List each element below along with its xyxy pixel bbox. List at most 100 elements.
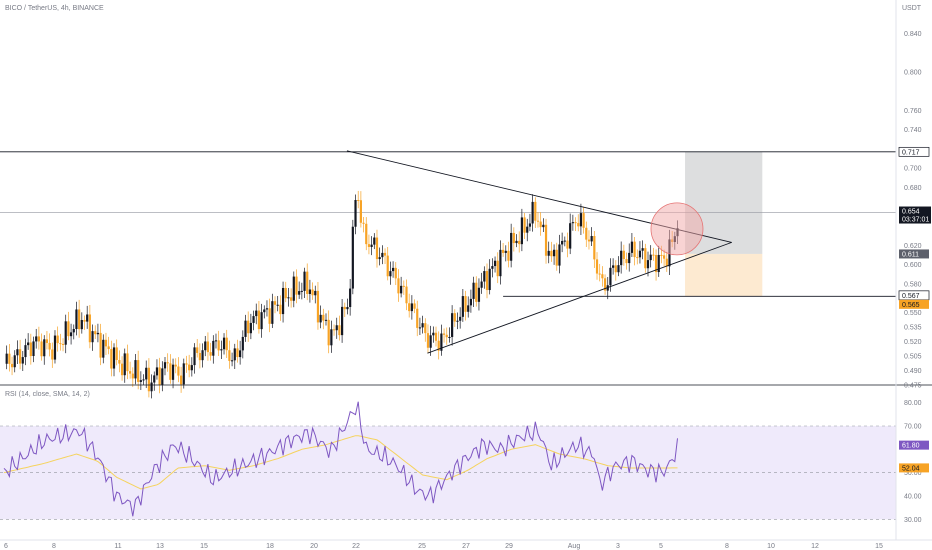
candle-body [212,340,215,356]
rsi-tick-label: 50.00 [904,470,922,477]
candle-body [459,316,462,321]
chart-title: BICO / TetherUS, 4h, BINANCE [5,5,104,12]
trendlines [346,150,732,354]
candle-body [268,308,271,324]
candle-body [381,252,384,258]
candle-body [335,325,338,331]
candle-body [496,260,499,277]
time-tick-label: 20 [310,543,318,550]
candle-body [295,276,298,295]
candle-body [209,352,212,356]
price-tick-label: 0.505 [904,354,922,361]
price-tick-label: 0.680 [904,185,922,192]
candle-body [43,339,46,357]
time-tick-label: 10 [767,543,775,550]
candle-body [429,335,432,348]
candle-body [378,257,381,260]
time-tick-label: 8 [52,543,56,550]
candle-body [646,260,650,269]
candle-body [547,250,550,256]
price-tick-label: 0.475 [904,382,922,389]
candle-body [614,265,617,273]
support-tag: 0.567 [902,293,920,300]
candle-body [526,226,529,233]
candle-body [485,271,489,291]
candle-body [442,333,446,335]
candle-body [555,249,558,266]
candle-body [115,347,118,361]
price-tick-label: 0.580 [904,281,922,288]
candle-body [652,254,655,256]
lower-trendline [427,241,732,354]
candle-body [552,249,556,257]
candle-body [502,249,505,253]
candle-body [220,349,223,351]
candle-body [193,347,196,366]
time-tick-label: 11 [114,543,121,550]
candle-body [104,339,108,347]
candle-body [434,332,438,341]
candle-body [510,232,513,261]
candle-body [32,341,35,357]
candle-body [330,329,333,346]
time-tick-label: 18 [266,543,274,550]
candle-body [78,309,81,330]
candle-body [483,271,486,282]
candle-body [410,303,413,312]
candle-body [499,249,502,277]
candle-body [373,237,376,245]
candle-body [448,336,451,338]
candle-body [102,339,105,358]
candle-body [349,288,352,307]
candle-body [169,363,172,380]
candle-body [413,303,416,309]
candle-body [389,271,392,277]
candle-body [665,258,668,267]
candle-body [16,349,19,356]
candle-body [528,223,532,227]
candle-body [80,319,83,330]
candle-body [453,313,456,322]
candle-body [598,273,601,275]
candle-body [276,304,279,306]
candle-body [204,341,207,351]
candle-body [354,200,357,227]
candle-body [222,337,226,350]
candle-body [134,360,137,379]
currency-label: USDT [902,5,922,12]
candle-body [391,267,395,272]
candle-body [174,364,177,367]
candle-body [493,260,497,267]
candle-body [622,250,625,260]
candle-body [198,352,201,361]
candle-body [609,267,612,286]
candle-body [201,350,204,361]
candle-body [362,222,365,224]
candle-body [520,217,523,245]
candle-body [147,367,150,392]
candle-body [75,309,78,329]
stop-tag-bg [899,249,929,259]
time-tick-label: Aug [568,543,581,550]
candle-body [620,250,623,266]
candle-body [19,349,22,364]
candle-body [88,314,91,343]
candle-body [488,268,491,291]
candle-body [5,353,8,364]
candle-body [155,367,159,376]
rsi-tick-label: 80.00 [904,400,922,407]
candle-body [284,287,287,299]
candle-body [153,375,156,383]
time-tick-label: 15 [200,543,208,550]
candle-body [375,237,379,260]
price-tick-label: 0.840 [904,31,922,38]
candle-body [163,362,167,369]
candle-body [29,342,32,357]
candle-body [188,364,191,371]
candle-body [370,244,373,247]
candle-body [654,254,658,273]
rsi-sma-tag-bg [899,463,929,473]
candle-body [166,362,169,364]
